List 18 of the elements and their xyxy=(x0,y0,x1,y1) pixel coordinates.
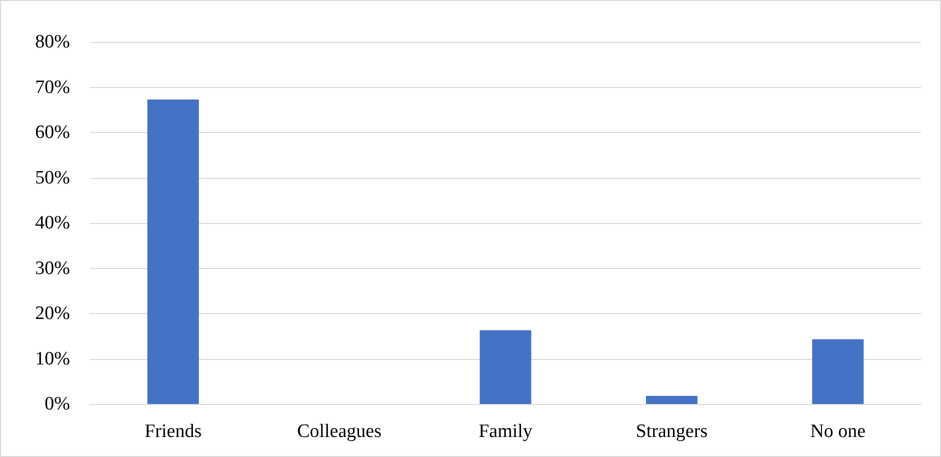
x-tick-label: Family xyxy=(478,421,533,442)
y-tick-label: 60% xyxy=(35,122,70,143)
x-tick-label: Friends xyxy=(144,421,202,442)
bar xyxy=(147,99,199,404)
x-tick-label: Strangers xyxy=(636,421,708,442)
bar xyxy=(812,339,864,404)
y-tick-label: 20% xyxy=(35,303,70,324)
bar xyxy=(646,396,698,404)
y-tick-label: 0% xyxy=(44,394,70,414)
y-tick-label: 40% xyxy=(35,212,70,234)
x-tick-label: No one xyxy=(810,421,866,442)
y-tick-label: 30% xyxy=(35,258,70,279)
x-tick-label: Colleagues xyxy=(297,421,382,442)
y-tick-label: 50% xyxy=(35,167,70,188)
y-tick-label: 70% xyxy=(35,76,70,98)
y-tick-label: 80% xyxy=(35,32,70,52)
y-tick-label: 10% xyxy=(35,348,70,370)
bar xyxy=(480,330,532,404)
